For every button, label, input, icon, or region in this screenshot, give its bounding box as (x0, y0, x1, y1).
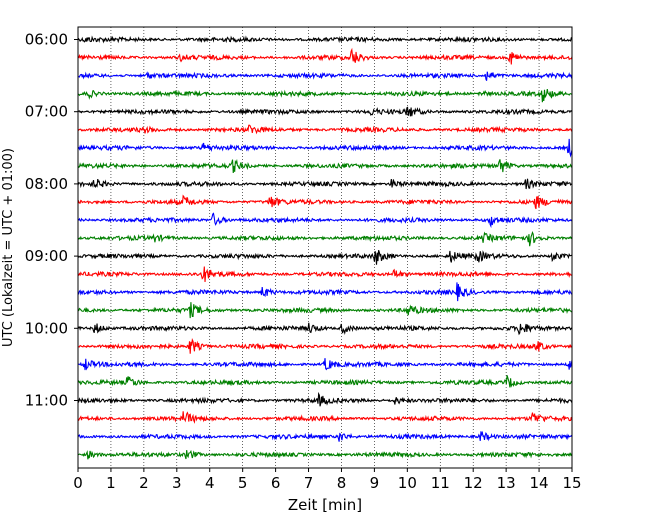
x-tick-label: 11 (431, 474, 450, 492)
y-tick-label: 10:00 (25, 319, 68, 337)
seismogram-trace (77, 71, 573, 81)
seismogram-trace (77, 212, 573, 229)
y-tick-label: 06:00 (25, 31, 68, 49)
plot-frame (77, 26, 573, 469)
x-tick-label: 5 (238, 474, 248, 492)
seismogram-trace (77, 124, 573, 135)
x-tick-label: 9 (370, 474, 380, 492)
y-tick-label: 08:00 (25, 175, 68, 193)
seismogram-trace (77, 282, 573, 302)
x-tick-label: 7 (304, 474, 314, 492)
seismogram-trace (77, 158, 573, 174)
x-tick-label: 1 (106, 474, 116, 492)
x-axis-ticks: 0 1 2 3 4 5 6 7 8 9 10 11 12 13 14 15 (73, 468, 582, 492)
seismogram-trace (77, 178, 573, 190)
seismogram-trace (77, 449, 573, 460)
seismogram-traces (77, 35, 573, 460)
x-tick-label: 8 (337, 474, 347, 492)
y-axis-label: UTC (Lokalzeit = UTC + 01:00) (1, 148, 16, 347)
seismogram-trace (77, 249, 573, 265)
seismogram-trace (77, 430, 573, 442)
x-axis-label: Zeit [min] (288, 496, 362, 514)
seismogram-trace (77, 138, 573, 158)
seismogram-trace (77, 391, 573, 407)
seismogram-trace (77, 88, 573, 103)
seismogram-trace (77, 302, 573, 319)
seismogram-trace (77, 35, 573, 44)
x-tick-label: 6 (271, 474, 281, 492)
y-tick-label: 11:00 (25, 392, 68, 410)
y-tick-label: 09:00 (25, 247, 68, 265)
seismogram-trace (77, 266, 573, 282)
x-tick-label: 15 (562, 474, 581, 492)
y-tick-label: 07:00 (25, 103, 68, 121)
x-tick-label: 14 (530, 474, 549, 492)
seismogram-trace (77, 194, 573, 210)
seismogram-trace (77, 47, 573, 65)
seismogram-trace (77, 322, 573, 336)
seismogram-trace (77, 375, 573, 388)
y-axis-ticks: 06:00 07:00 08:00 09:00 10:00 11:00 (25, 31, 78, 410)
x-tick-label: 0 (73, 474, 83, 492)
x-tick-label: 12 (464, 474, 483, 492)
seismogram-trace (77, 411, 573, 424)
seismogram-trace (77, 231, 573, 247)
seismogram-trace (77, 358, 573, 371)
seismogram-trace (77, 338, 573, 354)
x-tick-label: 4 (205, 474, 215, 492)
x-tick-label: 3 (172, 474, 182, 492)
x-tick-label: 13 (497, 474, 516, 492)
x-tick-label: 10 (398, 474, 417, 492)
seismogram-trace (77, 106, 573, 117)
x-tick-label: 2 (139, 474, 149, 492)
